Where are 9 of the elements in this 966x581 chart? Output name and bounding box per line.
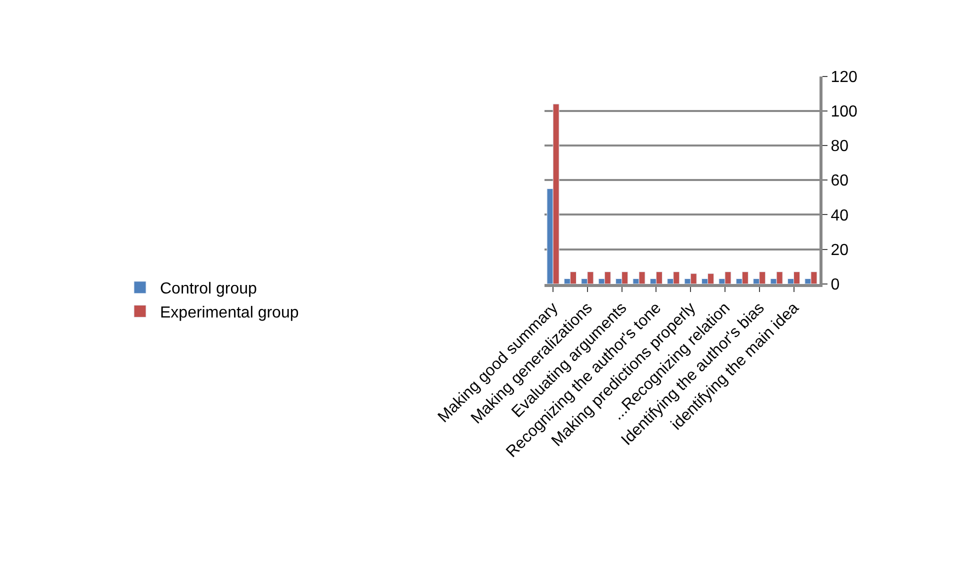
y-tick-label: 20 (830, 242, 849, 259)
y-tick-label: 60 (830, 172, 849, 190)
y-tick-label: 0 (830, 276, 840, 294)
y-tick-label: 100 (830, 104, 858, 121)
y-tick-label: 80 (830, 138, 849, 156)
legend-label: Experimental group (160, 304, 299, 322)
y-tick-label: 40 (830, 207, 849, 224)
y-tick-label: 120 (830, 68, 858, 86)
legend-label: Control group (160, 280, 258, 298)
